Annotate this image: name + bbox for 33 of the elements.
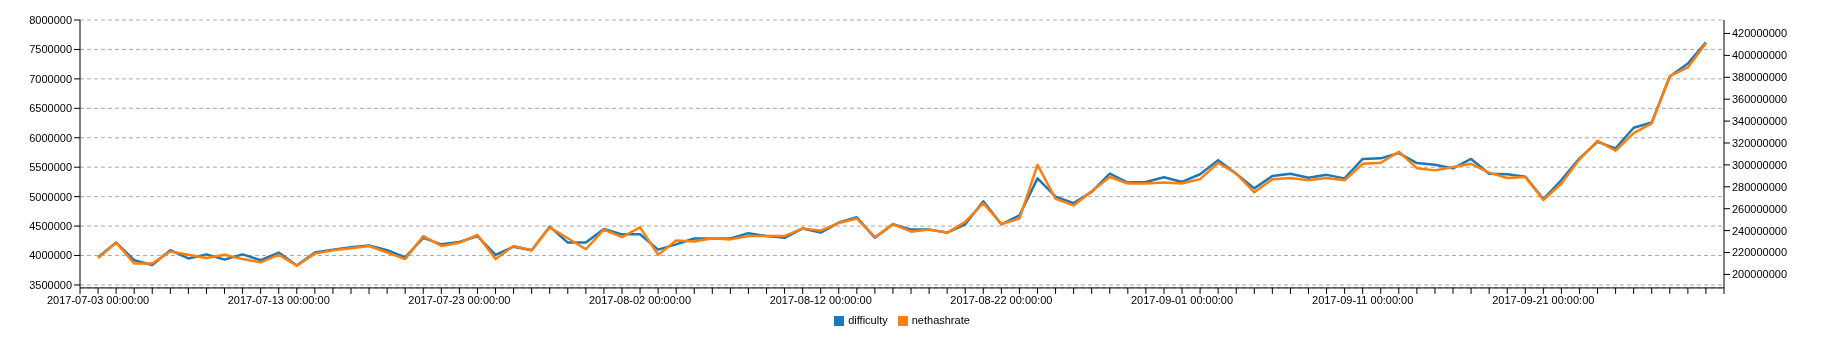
y-tick-label: 4500000 (29, 219, 72, 232)
y-tick-label: 6000000 (29, 131, 72, 144)
x-tick-label: 2017-09-21 00:00:00 (1492, 293, 1595, 306)
x-tick-label: 2017-09-01 00:00:00 (1130, 293, 1234, 306)
x-tick-label: 2017-07-23 00:00:00 (408, 293, 511, 306)
y-tick-label: 5000000 (29, 190, 72, 203)
x-tick-label: 2017-08-12 00:00:00 (769, 293, 872, 306)
y2-tick-label: 340000000 (1732, 115, 1788, 127)
x-tick-label: 2017-07-03 00:00:00 (46, 293, 150, 306)
y-tick-label: 7000000 (29, 72, 72, 85)
x-tick-label: 2017-07-13 00:00:00 (227, 293, 330, 306)
y2-tick-label: 320000000 (1732, 136, 1788, 149)
y2-tick-label: 280000000 (1732, 180, 1788, 193)
x-tick-label: 2017-09-11 00:00:00 (1312, 293, 1414, 306)
y-tick-label: 5500000 (29, 161, 72, 174)
y-tick-label: 8000000 (29, 13, 72, 26)
y2-tick-label: 200000000 (1732, 268, 1788, 281)
legend-label: difficulty (848, 313, 888, 326)
x-tick-label: 2017-08-02 00:00:00 (588, 293, 692, 306)
y-tick-label: 4000000 (29, 249, 72, 262)
y-tick-label: 7500000 (29, 43, 72, 56)
y2-tick-label: 380000000 (1732, 71, 1788, 84)
y-tick-label: 3500000 (29, 278, 72, 291)
y2-tick-label: 420000000 (1732, 27, 1788, 40)
y2-tick-label: 260000000 (1732, 202, 1788, 215)
y2-tick-label: 300000000 (1732, 158, 1788, 171)
x-tick-label: 2017-08-22 00:00:00 (950, 293, 1053, 306)
y2-tick-label: 240000000 (1732, 224, 1788, 237)
legend-label: nethashrate (911, 313, 970, 326)
y2-tick-label: 400000000 (1732, 49, 1788, 62)
y2-tick-label: 360000000 (1732, 93, 1788, 106)
y-tick-label: 6500000 (29, 102, 72, 115)
y2-tick-label: 220000000 (1732, 246, 1788, 259)
